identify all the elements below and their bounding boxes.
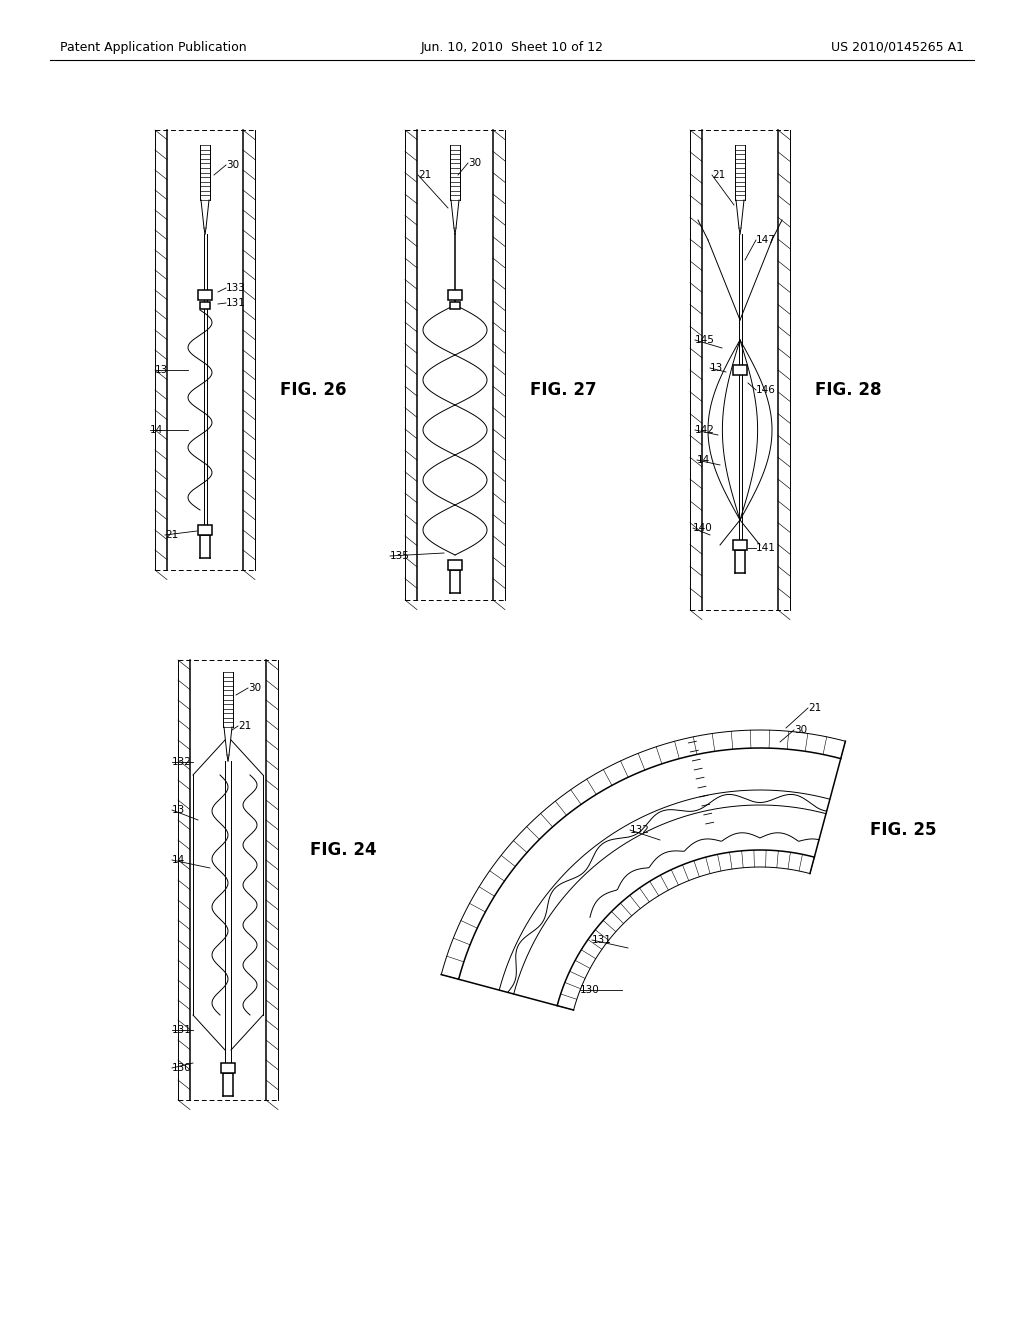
Text: 13: 13 xyxy=(172,805,185,814)
Text: 13: 13 xyxy=(155,366,168,375)
Text: 141: 141 xyxy=(756,543,776,553)
Text: FIG. 24: FIG. 24 xyxy=(310,841,377,859)
Text: 131: 131 xyxy=(172,1026,191,1035)
Text: 131: 131 xyxy=(226,298,246,308)
Text: Patent Application Publication: Patent Application Publication xyxy=(60,41,247,54)
Text: 142: 142 xyxy=(695,425,715,436)
Bar xyxy=(450,301,460,309)
Text: 30: 30 xyxy=(248,682,261,693)
Text: 21: 21 xyxy=(165,531,178,540)
Text: FIG. 28: FIG. 28 xyxy=(815,381,882,399)
Bar xyxy=(198,290,212,300)
Text: 14: 14 xyxy=(172,855,185,865)
Text: US 2010/0145265 A1: US 2010/0145265 A1 xyxy=(831,41,964,54)
Bar xyxy=(221,1063,234,1073)
Text: 21: 21 xyxy=(238,721,251,731)
Text: 30: 30 xyxy=(794,725,807,735)
Text: 130: 130 xyxy=(172,1063,191,1073)
Text: 131: 131 xyxy=(592,935,612,945)
Bar xyxy=(449,560,462,570)
Text: 14: 14 xyxy=(697,455,711,465)
Bar xyxy=(733,540,746,550)
Text: 133: 133 xyxy=(226,282,246,293)
Bar xyxy=(198,525,212,535)
Text: 145: 145 xyxy=(695,335,715,345)
Text: 130: 130 xyxy=(580,985,600,995)
Text: 147: 147 xyxy=(756,235,776,246)
Text: FIG. 26: FIG. 26 xyxy=(280,381,346,399)
Bar xyxy=(449,290,462,300)
Text: 140: 140 xyxy=(693,523,713,533)
Text: 21: 21 xyxy=(808,704,821,713)
Text: 14: 14 xyxy=(150,425,163,436)
Text: Jun. 10, 2010  Sheet 10 of 12: Jun. 10, 2010 Sheet 10 of 12 xyxy=(421,41,603,54)
Text: 30: 30 xyxy=(468,158,481,168)
Bar xyxy=(733,366,746,375)
Text: 135: 135 xyxy=(390,550,410,561)
Bar xyxy=(200,301,210,309)
Text: 132: 132 xyxy=(172,756,191,767)
Text: FIG. 27: FIG. 27 xyxy=(530,381,597,399)
Text: 132: 132 xyxy=(630,825,650,836)
Text: 21: 21 xyxy=(712,170,725,180)
Text: 13: 13 xyxy=(710,363,723,374)
Text: 21: 21 xyxy=(418,170,431,180)
Text: 30: 30 xyxy=(226,160,240,170)
Text: FIG. 25: FIG. 25 xyxy=(870,821,937,840)
Text: 146: 146 xyxy=(756,385,776,395)
